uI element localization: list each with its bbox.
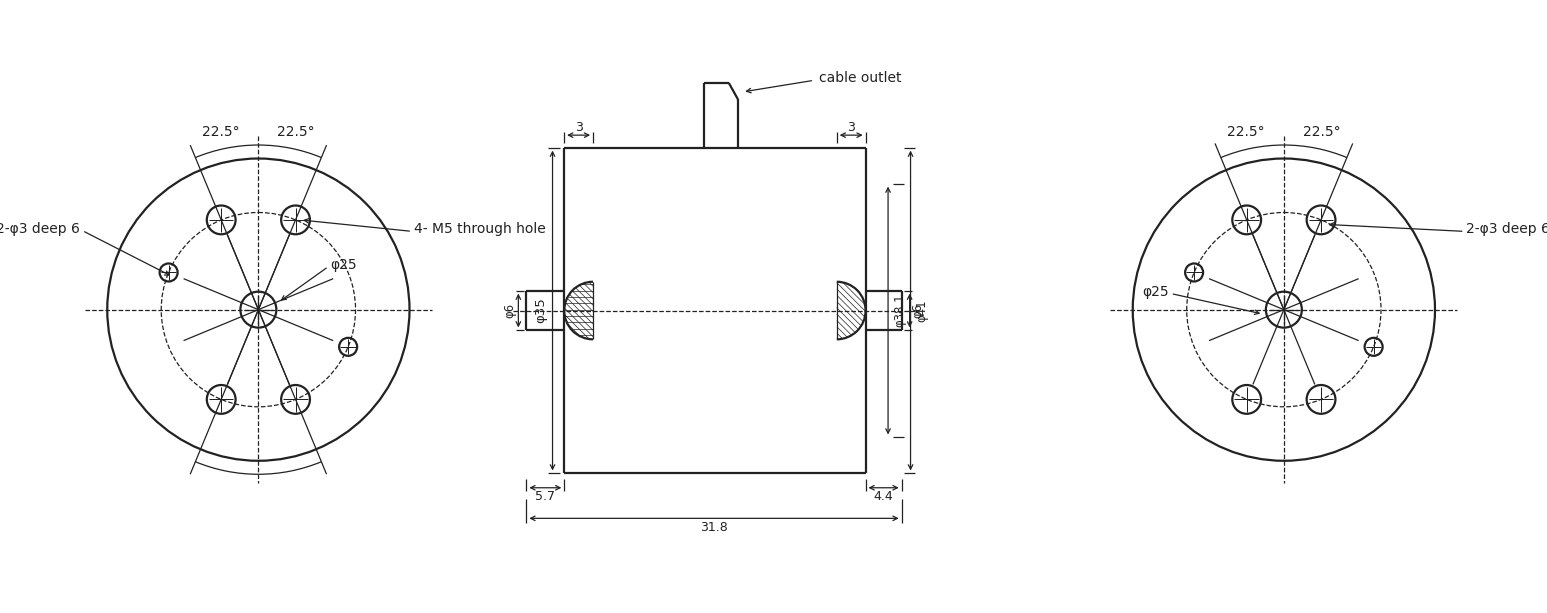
Text: 4.4: 4.4 bbox=[874, 490, 894, 503]
Text: φ25: φ25 bbox=[1142, 284, 1168, 299]
Text: 22.5°: 22.5° bbox=[201, 124, 240, 139]
Text: 4- M5 through hole: 4- M5 through hole bbox=[415, 222, 546, 235]
Text: φ38.1: φ38.1 bbox=[893, 294, 907, 327]
Text: cable outlet: cable outlet bbox=[818, 72, 902, 85]
Text: φ6: φ6 bbox=[504, 303, 517, 318]
Text: φ35: φ35 bbox=[534, 298, 548, 324]
Text: 22.5°: 22.5° bbox=[277, 124, 316, 139]
Text: 31.8: 31.8 bbox=[701, 521, 729, 534]
Text: φ6: φ6 bbox=[911, 303, 924, 318]
Text: φ41: φ41 bbox=[916, 299, 928, 322]
Text: 22.5°: 22.5° bbox=[1227, 124, 1265, 139]
Text: 2-φ3 deep 6: 2-φ3 deep 6 bbox=[1467, 222, 1547, 235]
Text: 3: 3 bbox=[574, 121, 583, 134]
Text: 3: 3 bbox=[848, 121, 855, 134]
Text: 2-φ3 deep 6: 2-φ3 deep 6 bbox=[0, 222, 80, 235]
Text: 5.7: 5.7 bbox=[535, 490, 555, 503]
Text: φ25: φ25 bbox=[331, 257, 357, 272]
Text: 22.5°: 22.5° bbox=[1303, 124, 1340, 139]
